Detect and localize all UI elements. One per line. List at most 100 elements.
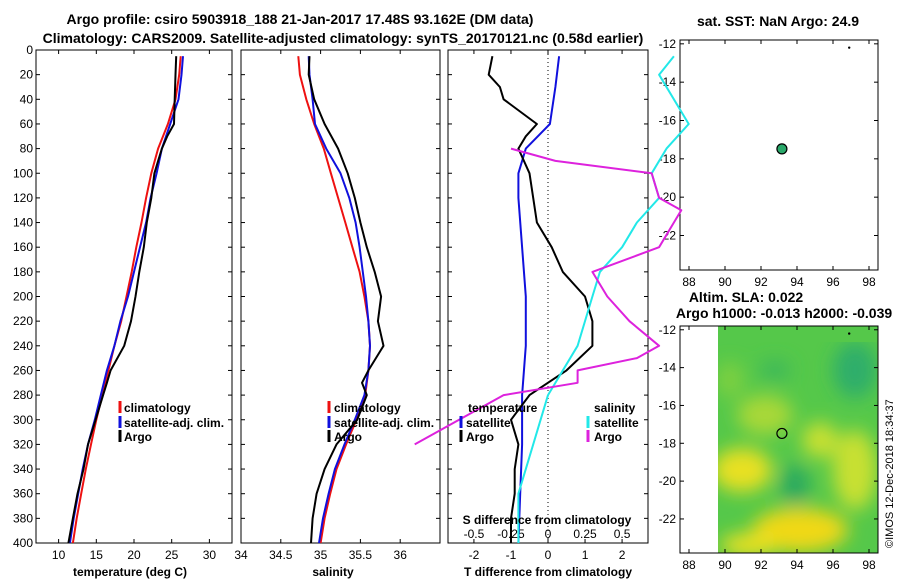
- figure-title-line2: Climatology: CARS2009. Satellite-adjuste…: [43, 30, 644, 46]
- legend-label-s-argo: Argo: [594, 430, 622, 444]
- map-x-tick-label: 96: [826, 558, 840, 572]
- y-tick-label: 80: [20, 142, 34, 156]
- top-x-tick-label: 0.25: [573, 527, 597, 541]
- sla-map-title-line2: Argo h1000: -0.013 h2000: -0.039: [676, 305, 893, 321]
- legend-label-climatology: climatology: [124, 401, 191, 415]
- y-tick-label: 280: [13, 388, 33, 402]
- map-x-tick-label: 92: [754, 558, 768, 572]
- map-y-tick-label: -20: [659, 474, 677, 488]
- timestamp: ©IMOS 12-Dec-2018 18:34:37: [884, 399, 896, 548]
- map-x-tick-label: 94: [790, 275, 804, 289]
- difference-top-label: S difference from climatology: [463, 513, 632, 527]
- satellite-line: [307, 56, 371, 544]
- legend-label-satellite: satellite-adj. clim.: [334, 416, 434, 430]
- top-x-tick-label: 0.5: [614, 527, 631, 541]
- y-tick-label: 200: [13, 290, 33, 304]
- legend-title-salinity: salinity: [594, 401, 636, 415]
- s-argo-line: [414, 147, 683, 446]
- x-tick-label: 30: [203, 548, 217, 562]
- float-location-marker: [776, 427, 788, 440]
- salinity-legend: climatology satellite-adj. clim. Argo: [327, 401, 434, 444]
- y-tick-label: 60: [20, 117, 34, 131]
- x-tick-label: 0: [545, 548, 552, 562]
- temperature-x-label: temperature (deg C): [73, 565, 187, 579]
- legend-label-t-argo: Argo: [466, 430, 494, 444]
- map-y-tick-label: -14: [659, 361, 677, 375]
- temperature-panel-frame: [35, 49, 233, 544]
- map-x-tick-label: 96: [826, 275, 840, 289]
- y-tick-label: 40: [20, 92, 34, 106]
- map-x-tick-label: 90: [718, 275, 732, 289]
- map-x-tick-label: 98: [862, 275, 876, 289]
- y-tick-label: 140: [13, 216, 33, 230]
- y-tick-label: 180: [13, 265, 33, 279]
- map-y-tick-label: -16: [659, 398, 677, 412]
- y-tick-label: 120: [13, 191, 33, 205]
- sla-map-frame: [679, 325, 879, 554]
- legend-label-t-satellite: satellite: [466, 416, 511, 430]
- x-tick-label: 25: [165, 548, 179, 562]
- sla-heatmap: [718, 326, 878, 553]
- series-layer: [67, 46, 851, 544]
- x-tick-label: 1: [582, 548, 589, 562]
- climatology-line: [71, 56, 182, 544]
- y-tick-label: 20: [20, 68, 34, 82]
- x-tick-label: 20: [127, 548, 141, 562]
- y-tick-label: 320: [13, 437, 33, 451]
- map-x-tick-label: 88: [682, 275, 696, 289]
- legend-label-s-satellite: satellite: [594, 416, 639, 430]
- float-location-marker: [776, 143, 788, 155]
- map-y-tick-label: -12: [659, 37, 677, 51]
- y-tick-label: 220: [13, 314, 33, 328]
- island-marker: [848, 46, 851, 49]
- legend-label-climatology: climatology: [334, 401, 401, 415]
- x-tick-label: 35: [314, 548, 328, 562]
- island-marker: [848, 332, 851, 335]
- map-x-tick-label: 94: [790, 558, 804, 572]
- legend-label-argo: Argo: [334, 430, 362, 444]
- map-y-tick-label: -18: [659, 436, 677, 450]
- sst-map-frame: [679, 39, 879, 271]
- x-tick-label: -2: [469, 548, 480, 562]
- map-x-tick-label: 88: [682, 558, 696, 572]
- y-tick-label: 0: [26, 43, 33, 57]
- map-x-tick-label: 98: [862, 558, 876, 572]
- map-y-tick-label: -12: [659, 323, 677, 337]
- x-tick-label: 36: [394, 548, 408, 562]
- y-tick-label: 340: [13, 462, 33, 476]
- x-tick-label: 34: [234, 548, 248, 562]
- salinity-x-label: salinity: [312, 565, 354, 579]
- map-y-tick-label: -22: [659, 512, 677, 526]
- y-tick-label: 300: [13, 413, 33, 427]
- y-tick-label: 160: [13, 240, 33, 254]
- y-tick-label: 380: [13, 511, 33, 525]
- legend-label-argo: Argo: [124, 430, 152, 444]
- temperature-legend: climatology satellite-adj. clim. Argo: [118, 401, 224, 444]
- map-y-tick-label: -16: [659, 114, 677, 128]
- argo-line: [307, 56, 385, 544]
- sla-map-title-line1: Altim. SLA: 0.022: [689, 289, 804, 305]
- x-tick-label: -1: [506, 548, 517, 562]
- y-tick-label: 100: [13, 166, 33, 180]
- s-satellite-line: [517, 55, 690, 543]
- top-x-tick-label: 0: [545, 527, 552, 541]
- x-tick-label: 10: [52, 548, 66, 562]
- map-x-tick-label: 92: [754, 275, 768, 289]
- map-x-tick-label: 90: [718, 558, 732, 572]
- map-y-tick-label: -22: [659, 229, 677, 243]
- x-tick-label: 15: [90, 548, 104, 562]
- figure-title-line1: Argo profile: csiro 5903918_188 21-Jan-2…: [67, 11, 534, 27]
- x-tick-label: 2: [619, 548, 626, 562]
- argo-line: [67, 56, 178, 544]
- y-tick-label: 400: [13, 536, 33, 550]
- y-tick-label: 240: [13, 339, 33, 353]
- legend-label-satellite: satellite-adj. clim.: [124, 416, 224, 430]
- y-tick-label: 360: [13, 487, 33, 501]
- climatology-line: [297, 56, 371, 544]
- y-tick-label: 260: [13, 363, 33, 377]
- sst-map-title: sat. SST: NaN Argo: 24.9: [697, 13, 859, 29]
- map-y-tick-label: -14: [659, 75, 677, 89]
- x-tick-label: 34.5: [269, 548, 293, 562]
- difference-x-label: T difference from climatology: [464, 565, 632, 579]
